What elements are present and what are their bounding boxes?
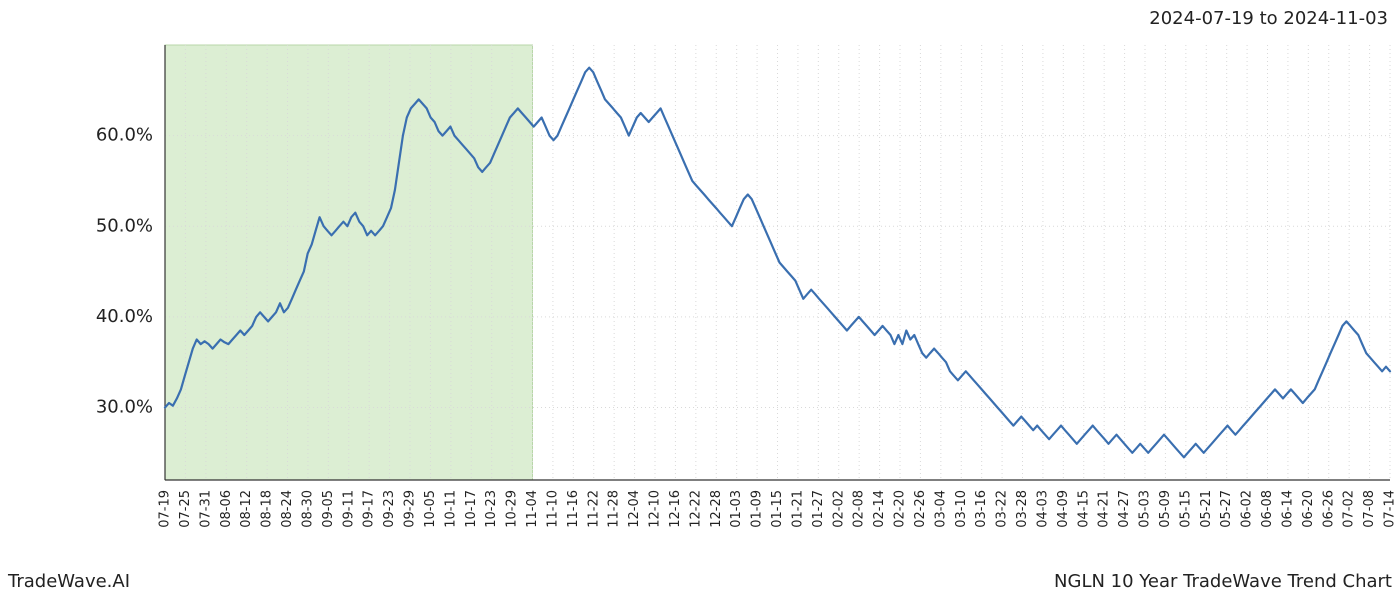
x-tick-label: 02-20 [893,490,908,528]
x-tick-label: 11-10 [545,490,560,528]
x-tick-label: 09-05 [321,490,336,528]
y-tick-label: 30.0% [96,397,153,418]
x-tick-label: 07-02 [1342,490,1357,528]
x-tick-label: 06-20 [1301,490,1316,528]
x-tick-label: 04-09 [1056,490,1071,528]
x-tick-label: 02-02 [831,490,846,528]
x-tick-label: 06-26 [1321,490,1336,528]
x-tick-label: 12-28 [709,490,724,528]
y-tick-label: 60.0% [96,125,153,146]
x-tick-label: 05-09 [1158,490,1173,528]
x-tick-label: 06-08 [1260,490,1275,528]
x-tick-label: 06-02 [1240,490,1255,528]
x-tick-label: 05-21 [1199,490,1214,528]
x-tick-label: 08-30 [300,490,315,528]
x-tick-label: 07-31 [198,490,213,528]
x-tick-label: 10-29 [505,490,520,528]
y-tick-label: 50.0% [96,215,153,236]
x-tick-label: 04-15 [1076,490,1091,528]
x-tick-label: 07-14 [1383,490,1398,528]
x-tick-label: 08-18 [260,490,275,528]
x-tick-label: 03-22 [995,490,1010,528]
x-tick-label: 08-06 [219,490,234,528]
x-tick-label: 06-14 [1280,490,1295,528]
x-tick-label: 09-11 [341,490,356,528]
x-tick-label: 02-26 [913,490,928,528]
x-tick-label: 10-11 [443,490,458,528]
x-tick-label: 10-05 [423,490,438,528]
x-tick-label: 03-10 [954,490,969,528]
x-tick-label: 01-03 [729,490,744,528]
x-tick-label: 07-19 [158,490,173,528]
x-tick-label: 01-27 [811,490,826,528]
x-tick-label: 10-23 [484,490,499,528]
x-tick-label: 03-16 [974,490,989,528]
x-tick-label: 03-28 [1015,490,1030,528]
x-tick-label: 04-03 [1035,490,1050,528]
x-tick-label: 11-04 [525,490,540,528]
highlight-band [165,45,533,480]
x-tick-label: 03-04 [933,490,948,528]
x-tick-label: 12-10 [648,490,663,528]
x-tick-label: 12-04 [627,490,642,528]
x-tick-label: 10-17 [464,490,479,528]
y-tick-label: 40.0% [96,306,153,327]
x-tick-label: 05-15 [1178,490,1193,528]
x-tick-label: 07-25 [178,490,193,528]
x-tick-label: 07-08 [1362,490,1377,528]
x-tick-label: 09-29 [403,490,418,528]
x-tick-label: 09-17 [362,490,377,528]
x-tick-label: 11-16 [566,490,581,528]
x-tick-label: 12-16 [668,490,683,528]
x-tick-label: 09-23 [382,490,397,528]
x-tick-label: 11-28 [607,490,622,528]
x-tick-label: 05-03 [1138,490,1153,528]
x-tick-label: 08-12 [239,490,254,528]
x-tick-label: 01-15 [770,490,785,528]
x-tick-label: 04-21 [1097,490,1112,528]
trend-chart: 30.0% 40.0% 50.0% 60.0% 07-19 07-25 07-31 08-06… [0,0,1400,600]
x-tick-label: 04-27 [1117,490,1132,528]
x-tick-label: 11-22 [586,490,601,528]
x-tick-label: 12-22 [688,490,703,528]
x-tick-label: 02-08 [852,490,867,528]
x-tick-label: 02-14 [872,490,887,528]
x-tick-label: 05-27 [1219,490,1234,528]
x-tick-label: 08-24 [280,490,295,528]
x-tick-label: 01-21 [790,490,805,528]
x-tick-label: 01-09 [750,490,765,528]
